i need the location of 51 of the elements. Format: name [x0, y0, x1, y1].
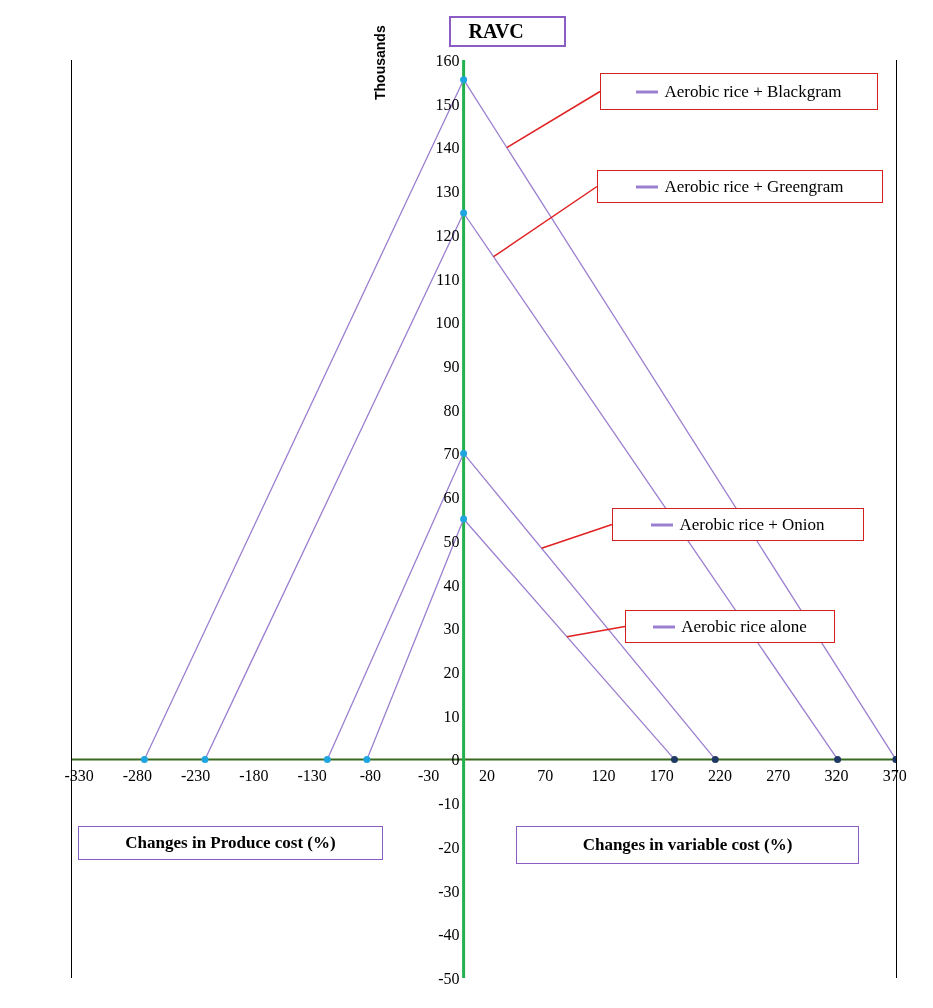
- chart-title: RAVC: [448, 16, 566, 47]
- point: [460, 209, 468, 217]
- point: [460, 515, 468, 523]
- legend-label: Aerobic rice + Blackgram: [664, 81, 842, 102]
- y-tick-label: 140: [435, 139, 460, 157]
- y-tick-label: 50: [443, 532, 460, 550]
- y-tick-label: 160: [435, 52, 460, 69]
- x-tick-label: -130: [297, 767, 327, 785]
- y-tick-label: 80: [443, 401, 460, 419]
- y-axis-title: Thousands: [371, 25, 388, 100]
- x-tick-label: -80: [359, 767, 382, 785]
- point: [363, 755, 371, 763]
- point: [140, 755, 148, 763]
- point: [670, 755, 678, 763]
- x-tick-label: -30: [418, 767, 440, 785]
- legend-label: Aerobic rice alone: [681, 616, 807, 637]
- y-tick-label: 60: [443, 489, 460, 507]
- y-tick-label: 10: [443, 707, 460, 725]
- point: [460, 449, 468, 457]
- x-tick-label: -280: [122, 767, 153, 785]
- y-tick-label: 150: [435, 95, 460, 113]
- y-tick-label: -20: [438, 838, 460, 856]
- y-tick-label: -10: [438, 795, 460, 813]
- y-tick-label: 100: [435, 314, 460, 332]
- point: [834, 755, 842, 763]
- legend-label: Aerobic rice + Onion: [679, 514, 825, 535]
- y-tick-label: 70: [443, 445, 460, 463]
- point: [201, 755, 209, 763]
- point: [460, 76, 468, 84]
- y-tick-label: 40: [443, 576, 460, 594]
- x-tick-label: 20: [478, 767, 495, 785]
- y-tick-label: 130: [435, 183, 460, 201]
- y-tick-label: 30: [443, 620, 460, 638]
- y-tick-label: -30: [438, 882, 460, 900]
- y-tick-label: -40: [438, 926, 460, 944]
- x-tick-label: -180: [239, 767, 269, 785]
- y-tick-label: 20: [443, 664, 460, 681]
- x-tick-label: 270: [766, 767, 791, 785]
- x-tick-label: 120: [591, 767, 616, 785]
- y-tick-label: 120: [435, 226, 460, 244]
- x-tick-label: 170: [649, 767, 674, 785]
- legend-label: Aerobic rice + Greengram: [664, 176, 844, 197]
- x-tick-label: 220: [707, 767, 732, 785]
- y-tick-label: 110: [436, 270, 460, 288]
- y-tick-label: 90: [443, 358, 460, 375]
- point: [711, 755, 719, 763]
- x-tick-label: -230: [180, 767, 211, 785]
- x-tick-label: 320: [824, 767, 849, 785]
- y-tick-label: -50: [438, 970, 460, 987]
- point: [323, 755, 331, 763]
- x-tick-label: 70: [537, 767, 554, 785]
